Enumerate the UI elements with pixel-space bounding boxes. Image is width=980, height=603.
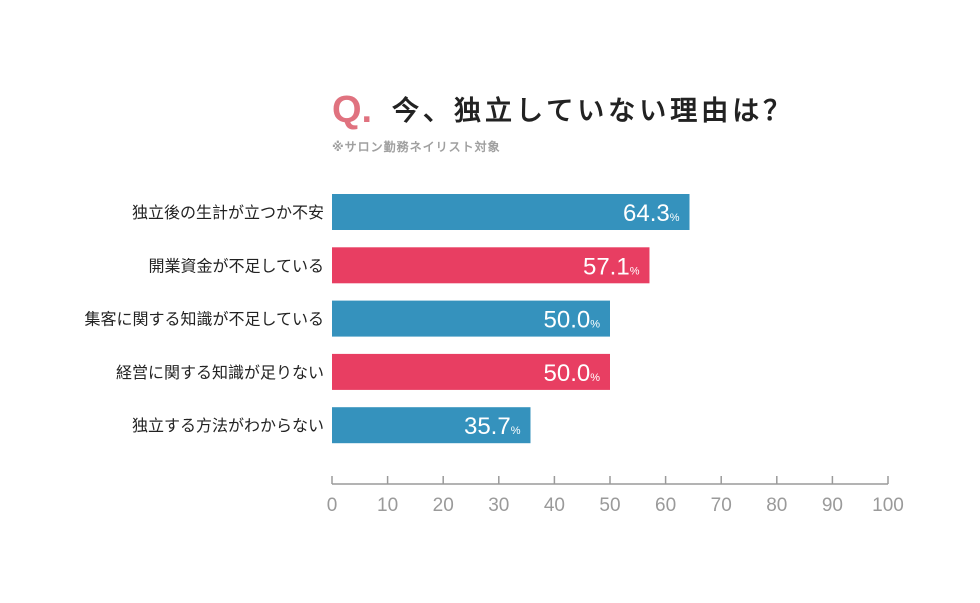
chart-title: 今、独立していない理由は？ — [392, 96, 795, 127]
category-label: 独立する方法がわからない — [132, 416, 324, 435]
x-tick-label: 10 — [377, 495, 398, 516]
x-tick-label: 20 — [433, 495, 454, 516]
x-tick-label: 70 — [711, 495, 732, 516]
x-tick-label: 60 — [655, 495, 676, 516]
chart-note: ※サロン勤務ネイリスト対象 — [332, 140, 501, 154]
x-tick-label: 40 — [544, 495, 565, 516]
x-tick-label: 30 — [488, 495, 509, 516]
value-label: 57.1% — [583, 253, 640, 280]
value-label: 50.0% — [544, 307, 601, 334]
category-label: 集客に関する知識が不足している — [84, 310, 324, 329]
x-tick-label: 0 — [327, 495, 338, 516]
x-tick-label: 100 — [872, 495, 904, 516]
bar — [332, 300, 610, 337]
value-label: 50.0% — [544, 360, 601, 387]
x-tick-label: 90 — [822, 495, 843, 516]
x-tick-label: 50 — [599, 495, 620, 516]
bar — [332, 407, 531, 444]
category-label: 経営に関する知識が足りない — [116, 363, 324, 382]
value-label: 64.3% — [623, 200, 680, 227]
q-mark: Q. — [332, 89, 373, 131]
bar — [332, 353, 610, 390]
x-tick-label: 80 — [766, 495, 787, 516]
bar — [332, 194, 690, 230]
value-label: 35.7% — [464, 413, 521, 440]
bar — [332, 247, 650, 284]
category-label: 独立後の生計が立つか不安 — [132, 203, 324, 222]
category-label: 開業資金が不足している — [148, 256, 324, 275]
